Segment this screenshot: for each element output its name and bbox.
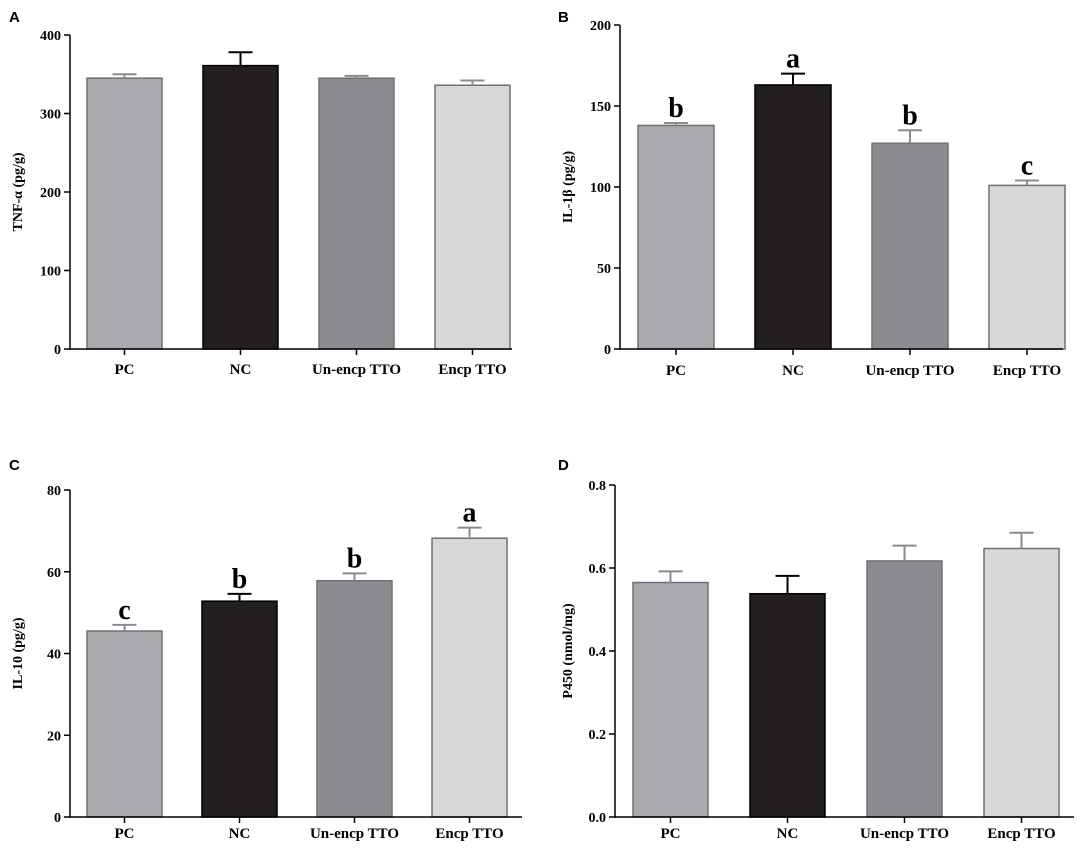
- panel-b-x-tick-label-4: Encp TTO: [993, 363, 1061, 379]
- panel-b-y-tick-label-1: 50: [597, 262, 611, 277]
- panel-c-significance-4: a: [463, 498, 477, 529]
- panel-b-y-tick-label-0: 0: [604, 343, 611, 358]
- panel-c-bar-3: [316, 579, 393, 818]
- panel-b-significance-2: a: [786, 44, 800, 75]
- panel-c-significance-2: b: [232, 564, 248, 595]
- panel-d-x-tick-label-1: PC: [661, 826, 681, 842]
- panel-a-bar-4: [434, 84, 511, 350]
- panel-d-y-tick-label-3: 0.6: [589, 562, 607, 577]
- panel-b-y-tick-label-4: 200: [590, 19, 611, 34]
- panel-d-y-axis-title: P450 (nmol/mg): [561, 603, 576, 699]
- panel-d-x-tick-label-3: Un-encp TTO: [860, 826, 949, 842]
- panel-c-x-tick-label-1: PC: [115, 826, 135, 842]
- panel-d-y-tick-label-2: 0.4: [589, 645, 607, 660]
- panel-c-significance-3: b: [347, 543, 363, 574]
- panel-c-significance-1: c: [118, 595, 130, 626]
- panel-a-bar-2: [202, 64, 279, 350]
- panel-d-letter: D: [558, 457, 569, 474]
- panel-d-y-tick-label-0: 0.0: [589, 811, 607, 826]
- panel-a-y-tick-label-3: 300: [40, 108, 61, 123]
- panel-d: D P450 (nmol/mg) PC NC Un-encp TTO Encp TTO 0.…: [558, 457, 1074, 842]
- panel-b-y-tick-label-3: 150: [590, 100, 611, 115]
- panel-b-x-tick-label-3: Un-encp TTO: [865, 363, 954, 379]
- panel-a-bar-1: [86, 77, 163, 350]
- panel-c-bar-4: [431, 537, 508, 818]
- panel-a-letter: A: [9, 9, 20, 26]
- panel-c-x-tick-label-4: Encp TTO: [435, 826, 503, 842]
- panel-a-x-tick-label-1: PC: [115, 362, 135, 378]
- panel-b-y-axis-title: IL-1β (pg/g): [561, 151, 576, 224]
- panel-d-bar-3: [866, 560, 943, 818]
- panel-c-y-tick-label-4: 80: [47, 484, 61, 499]
- panel-b-x-tick-label-2: NC: [782, 363, 804, 379]
- panel-b-significance-4: c: [1021, 151, 1033, 182]
- panel-d-x-tick-label-2: NC: [777, 826, 799, 842]
- panel-c-y-tick-label-2: 40: [47, 648, 61, 663]
- panel-c-y-tick-label-0: 0: [54, 811, 61, 826]
- panel-a-bar-3: [318, 77, 395, 350]
- panel-d-bar-4: [983, 547, 1060, 818]
- panel-b-bar-3: [871, 142, 949, 350]
- panel-b: B IL-1β (pg/g) b PC a NC b Un-encp TTO c Encp TTO…: [558, 9, 1066, 379]
- panel-c-bar-2: [201, 600, 278, 818]
- panel-a-y-tick-label-1: 100: [40, 265, 61, 280]
- panel-d-y-tick-label-4: 0.8: [589, 479, 607, 494]
- panel-c-x-tick-label-3: Un-encp TTO: [310, 826, 399, 842]
- panel-b-significance-1: b: [668, 93, 684, 124]
- panel-b-significance-3: b: [902, 100, 918, 131]
- panel-a-y-tick-label-4: 400: [40, 29, 61, 44]
- panel-a-x-tick-label-4: Encp TTO: [438, 362, 506, 378]
- panel-d-bar-2: [749, 592, 826, 818]
- panel-b-bar-1: [637, 124, 715, 350]
- panel-d-x-tick-label-4: Encp TTO: [987, 826, 1055, 842]
- panel-a-y-axis-title: TNF-α (pg/g): [11, 152, 26, 231]
- panel-c-letter: C: [9, 457, 20, 474]
- panel-b-x-tick-label-1: PC: [666, 363, 686, 379]
- panel-a: A TNF-α (pg/g) PC NC Un-encp TTO Encp TTO 0 100…: [9, 9, 512, 378]
- panel-b-bar-2: [754, 84, 832, 350]
- panel-c-bar-1: [86, 630, 163, 818]
- panel-a-x-tick-label-3: Un-encp TTO: [312, 362, 401, 378]
- panel-c-x-tick-label-2: NC: [229, 826, 251, 842]
- panel-d-bar-1: [632, 581, 709, 818]
- panel-b-y-tick-label-2: 100: [590, 181, 611, 196]
- panel-b-bar-4: [988, 184, 1066, 350]
- panel-c-y-tick-label-3: 60: [47, 566, 61, 581]
- panel-c: C IL-10 (pg/g) c PC b NC b Un-encp TTO a Encp TTO…: [9, 457, 522, 842]
- panel-b-letter: B: [558, 9, 569, 26]
- panel-c-y-axis-title: IL-10 (pg/g): [11, 617, 26, 689]
- panel-a-x-tick-label-2: NC: [230, 362, 252, 378]
- panel-d-y-tick-label-1: 0.2: [589, 728, 607, 743]
- panel-c-y-tick-label-1: 20: [47, 729, 61, 744]
- panel-a-y-tick-label-2: 200: [40, 186, 61, 201]
- panel-a-y-tick-label-0: 0: [54, 343, 61, 358]
